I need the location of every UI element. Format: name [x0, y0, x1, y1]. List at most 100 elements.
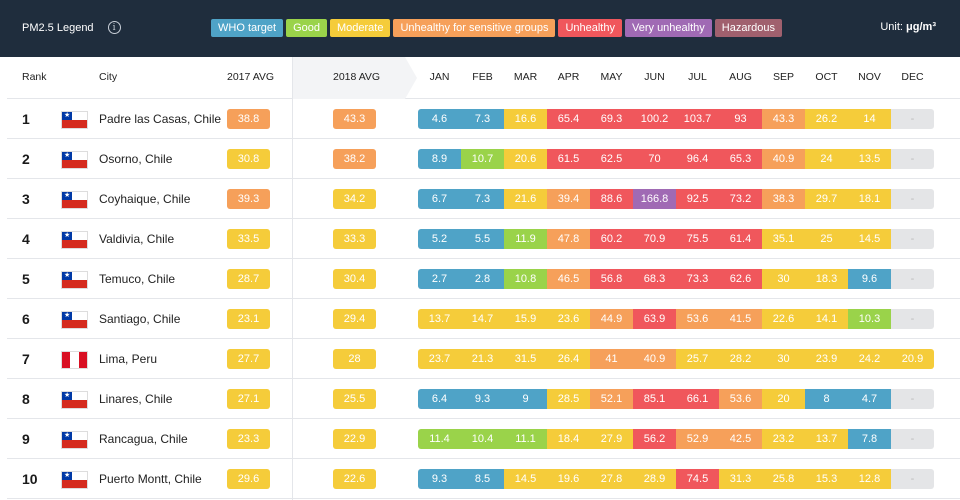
month-cell-nov: 18.1: [848, 189, 891, 209]
monthly-values: 4.6 7.3 16.6 65.4 69.3 100.2 103.7 93 43.3 26.2 14…: [418, 109, 934, 129]
month-cell-apr: 46.5: [547, 269, 590, 289]
city-name[interactable]: Osorno, Chile: [99, 152, 173, 166]
month-cell-nov: 10.3: [848, 309, 891, 329]
header-month-jun[interactable]: JUN: [644, 71, 665, 83]
city-name[interactable]: Rancagua, Chile: [99, 432, 188, 446]
table-row[interactable]: 10 ★ Puerto Montt, Chile 29.6 22.6 9.3 8.5 14.5…: [7, 459, 960, 499]
rank-number: 5: [22, 271, 30, 287]
month-cell-feb: 7.3: [461, 109, 504, 129]
city-name[interactable]: Linares, Chile: [99, 392, 173, 406]
month-cell-nov: 9.6: [848, 269, 891, 289]
month-cell-apr: 18.4: [547, 429, 590, 449]
header-2018-avg[interactable]: 2018 AVG: [333, 71, 381, 83]
rank-number: 10: [22, 471, 38, 487]
month-cell-feb: 10.7: [461, 149, 504, 169]
legend-chip-hazardous[interactable]: Hazardous: [714, 19, 782, 37]
month-cell-dec: -: [891, 429, 934, 449]
header-month-nov[interactable]: NOV: [858, 71, 881, 83]
month-cell-mar: 11.1: [504, 429, 547, 449]
avg-2018-badge: 43.3: [333, 109, 376, 129]
header-month-jul[interactable]: JUL: [688, 71, 707, 83]
month-cell-may: 56.8: [590, 269, 633, 289]
table-row[interactable]: 1 ★ Padre las Casas, Chile 38.8 43.3 4.6 7.3 16…: [7, 99, 960, 139]
city-name[interactable]: Santiago, Chile: [99, 312, 181, 326]
legend-chip-very-unhealthy[interactable]: Very unhealthy: [625, 19, 712, 37]
table-row[interactable]: 2 ★ Osorno, Chile 30.8 38.2 8.9 10.7 20.6 61.5 62…: [7, 139, 960, 179]
legend-chip-who-target[interactable]: WHO target: [211, 19, 284, 37]
month-cell-sep: 30: [762, 269, 805, 289]
month-cell-aug: 28.2: [719, 349, 762, 369]
header-rank: Rank: [22, 71, 47, 83]
month-cell-may: 69.3: [590, 109, 633, 129]
month-cell-jan: 8.9: [418, 149, 461, 169]
legend-chip-unhealthy[interactable]: Unhealthy: [558, 19, 622, 37]
table-row[interactable]: 7 Lima, Peru 27.7 28 23.7 21.3 31.5 26.4 41 40.9 2…: [7, 339, 960, 379]
header-month-apr[interactable]: APR: [557, 71, 580, 83]
legend-chip-moderate[interactable]: Moderate: [330, 19, 391, 37]
city-name[interactable]: Valdivia, Chile: [99, 232, 175, 246]
city-name[interactable]: Padre las Casas, Chile: [99, 112, 222, 126]
month-cell-aug: 41.5: [719, 309, 762, 329]
column-divider: [292, 57, 293, 500]
month-cell-sep: 40.9: [762, 149, 805, 169]
header-month-sep[interactable]: SEP: [772, 71, 794, 83]
header-month-mar[interactable]: MAR: [513, 71, 538, 83]
month-cell-dec: -: [891, 309, 934, 329]
avg-2018-badge: 38.2: [333, 149, 376, 169]
header-month-dec[interactable]: DEC: [901, 71, 924, 83]
header-month-oct[interactable]: OCT: [815, 71, 838, 83]
table-row[interactable]: 9 ★ Rancagua, Chile 23.3 22.9 11.4 10.4 11.1 18.…: [7, 419, 960, 459]
city-name[interactable]: Puerto Montt, Chile: [99, 472, 202, 486]
month-cell-nov: 12.8: [848, 469, 891, 489]
month-cell-may: 27.8: [590, 469, 633, 489]
table-row[interactable]: 3 ★ Coyhaique, Chile 39.3 34.2 6.7 7.3 21.6 39.4…: [7, 179, 960, 219]
month-cell-oct: 18.3: [805, 269, 848, 289]
month-cell-jun: 63.9: [633, 309, 676, 329]
avg-2017-badge: 27.1: [227, 389, 270, 409]
month-cell-may: 52.1: [590, 389, 633, 409]
month-cell-apr: 28.5: [547, 389, 590, 409]
city-name[interactable]: Temuco, Chile: [99, 272, 176, 286]
chile-flag-icon: ★: [61, 231, 88, 249]
month-cell-jun: 28.9: [633, 469, 676, 489]
table-row[interactable]: 4 ★ Valdivia, Chile 33.5 33.3 5.2 5.5 11.9 47.8 6…: [7, 219, 960, 259]
header-month-feb[interactable]: FEB: [472, 71, 493, 83]
legend-chip-good[interactable]: Good: [286, 19, 327, 37]
monthly-values: 5.2 5.5 11.9 47.8 60.2 70.9 75.5 61.4 35.1 25 14.5…: [418, 229, 934, 249]
month-cell-oct: 14.1: [805, 309, 848, 329]
legend-title-wrap: PM2.5 Legend i: [22, 21, 121, 34]
month-cell-jan: 2.7: [418, 269, 461, 289]
month-cell-jan: 6.7: [418, 189, 461, 209]
month-cell-nov: 4.7: [848, 389, 891, 409]
month-cell-jan: 9.3: [418, 469, 461, 489]
chile-flag-icon: ★: [61, 111, 88, 129]
city-name[interactable]: Lima, Peru: [99, 352, 158, 366]
month-cell-mar: 15.9: [504, 309, 547, 329]
month-cell-mar: 20.6: [504, 149, 547, 169]
monthly-values: 8.9 10.7 20.6 61.5 62.5 70 96.4 65.3 40.9 24 13.5-: [418, 149, 934, 169]
table-row[interactable]: 8 ★ Linares, Chile 27.1 25.5 6.4 9.3 9 28.5 52.1 8…: [7, 379, 960, 419]
city-name[interactable]: Coyhaique, Chile: [99, 192, 191, 206]
month-cell-dec: -: [891, 229, 934, 249]
rank-number: 3: [22, 191, 30, 207]
month-cell-jun: 40.9: [633, 349, 676, 369]
legend-chip-unhealthy-for-sensitive-groups[interactable]: Unhealthy for sensitive groups: [393, 19, 556, 37]
peru-flag-icon: [61, 351, 88, 369]
monthly-values: 6.7 7.3 21.6 39.4 88.6 166.8 92.5 73.2 38.3 29.7 1…: [418, 189, 934, 209]
avg-2018-badge: 30.4: [333, 269, 376, 289]
avg-2017-badge: 28.7: [227, 269, 270, 289]
header-month-jan[interactable]: JAN: [429, 71, 450, 83]
legend-bar: PM2.5 Legend i WHO target Good Moderate Unh…: [0, 0, 960, 57]
info-icon[interactable]: i: [107, 21, 121, 34]
month-cell-nov: 13.5: [848, 149, 891, 169]
header-month-aug[interactable]: AUG: [729, 71, 752, 83]
month-cell-dec: -: [891, 269, 934, 289]
header-month-may[interactable]: MAY: [600, 71, 623, 83]
monthly-values: 13.7 14.7 15.9 23.6 44.9 63.9 53.6 41.5 22.6 14.1…: [418, 309, 934, 329]
table-row[interactable]: 5 ★ Temuco, Chile 28.7 30.4 2.7 2.8 10.8 46.5 56.…: [7, 259, 960, 299]
month-cell-may: 62.5: [590, 149, 633, 169]
header-arrow: [405, 57, 417, 99]
table-row[interactable]: 6 ★ Santiago, Chile 23.1 29.4 13.7 14.7 15.9 23.…: [7, 299, 960, 339]
monthly-values: 11.4 10.4 11.1 18.4 27.9 56.2 52.9 42.5 23.2 13.7…: [418, 429, 934, 449]
header-2017-avg[interactable]: 2017 AVG: [227, 71, 275, 83]
